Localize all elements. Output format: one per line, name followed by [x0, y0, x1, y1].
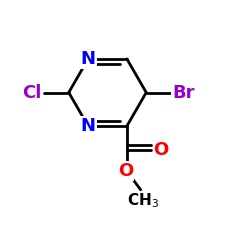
Text: N: N — [80, 117, 96, 135]
Text: Cl: Cl — [22, 84, 42, 102]
Text: O: O — [118, 162, 133, 180]
Text: O: O — [154, 141, 169, 159]
Text: Br: Br — [172, 84, 195, 102]
Text: CH$_3$: CH$_3$ — [127, 191, 159, 210]
Text: N: N — [81, 50, 96, 68]
